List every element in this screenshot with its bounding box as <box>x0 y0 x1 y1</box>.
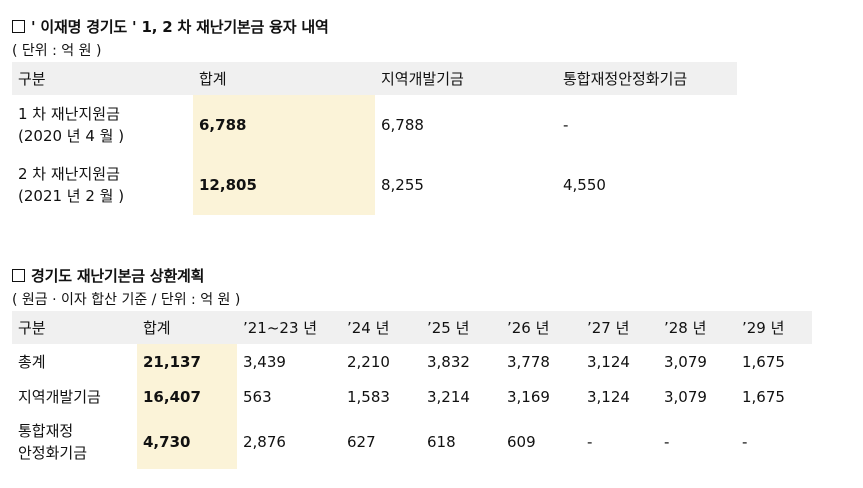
row-label: 지역개발기금 <box>18 387 101 406</box>
header-year-29: ’29 년 <box>742 319 785 337</box>
header-stabilization-fund: 통합재정안정화기금 <box>563 70 688 88</box>
section1-unit: ( 단위 : 억 원 ) <box>12 43 102 59</box>
cell-value: 3,778 <box>507 352 550 371</box>
section2-unit: ( 원금 · 이자 합산 기준 / 단위 : 억 원 ) <box>12 292 241 308</box>
section2-title: 경기도 재난기본금 상환계획 <box>12 265 204 286</box>
section1-title-text: ' 이재명 경기도 ' 1, 2 차 재난기본금 융자 내역 <box>31 18 329 36</box>
table-header-row: 구분 합계 ’21~23 년 ’24 년 ’25 년 ’26 년 ’27 년 ’… <box>12 311 812 344</box>
cell-value: 2,210 <box>347 352 390 371</box>
row-label: 통합재정 안정화기금 <box>12 420 137 464</box>
cell-value: 627 <box>347 432 376 451</box>
row-label-line1: 통합재정 <box>18 421 74 440</box>
cell-value: 3,124 <box>587 387 630 406</box>
table-row: 2 차 재난지원금 (2021 년 2 월 ) 12,805 8,255 4,5… <box>12 155 737 215</box>
cell-value: 3,079 <box>664 387 707 406</box>
cell-value: 1,675 <box>742 387 785 406</box>
row-label-line2: 안정화기금 <box>18 443 88 462</box>
row-label: 2 차 재난지원금 (2021 년 2 월 ) <box>12 163 193 207</box>
section2-title-text: 경기도 재난기본금 상환계획 <box>31 267 205 285</box>
checkbox-square-icon <box>12 269 25 282</box>
cell-value: 3,079 <box>664 352 707 371</box>
header-year-25: ’25 년 <box>427 319 470 337</box>
cell-value: 1,583 <box>347 387 390 406</box>
table-row: 지역개발기금 16,407 563 1,583 3,214 3,169 3,12… <box>12 379 812 414</box>
checkbox-square-icon <box>12 20 25 33</box>
table-row: 통합재정 안정화기금 4,730 2,876 627 618 609 - - - <box>12 414 812 469</box>
header-year-26: ’26 년 <box>507 319 550 337</box>
cell-stabilization: - <box>563 116 569 134</box>
repayment-table: 구분 합계 ’21~23 년 ’24 년 ’25 년 ’26 년 ’27 년 ’… <box>12 311 812 469</box>
cell-value: - <box>664 432 670 451</box>
cell-value: 609 <box>507 432 536 451</box>
header-regional-fund: 지역개발기금 <box>381 70 464 88</box>
cell-value: 3,169 <box>507 387 550 406</box>
header-total: 합계 <box>143 319 171 337</box>
cell-value: 3,214 <box>427 387 470 406</box>
cell-value: - <box>742 432 748 451</box>
row-label-line1: 1 차 재난지원금 <box>18 105 120 123</box>
row-label-line2: (2021 년 2 월 ) <box>18 187 125 205</box>
cell-value: 2,876 <box>243 432 286 451</box>
header-category: 구분 <box>18 318 46 337</box>
row-label: 총계 <box>18 352 46 371</box>
header-year-28: ’28 년 <box>664 319 707 337</box>
header-year-24: ’24 년 <box>347 319 390 337</box>
cell-stabilization: 4,550 <box>563 176 606 194</box>
cell-total: 21,137 <box>137 344 237 379</box>
row-label: 1 차 재난지원금 (2020 년 4 월 ) <box>12 103 193 147</box>
cell-value: 3,832 <box>427 352 470 371</box>
header-year-27: ’27 년 <box>587 319 630 337</box>
cell-total: 16,407 <box>137 379 237 414</box>
cell-total: 6,788 <box>193 95 375 155</box>
table-row: 총계 21,137 3,439 2,210 3,832 3,778 3,124 … <box>12 344 812 379</box>
cell-value: 1,675 <box>742 352 785 371</box>
header-total: 합계 <box>199 70 227 88</box>
loan-table: 구분 합계 지역개발기금 통합재정안정화기금 1 차 재난지원금 (2020 년… <box>12 62 737 215</box>
cell-regional: 6,788 <box>381 116 424 134</box>
cell-value: - <box>587 432 593 451</box>
row-label-line2: (2020 년 4 월 ) <box>18 127 125 145</box>
row-label-line1: 2 차 재난지원금 <box>18 165 120 183</box>
cell-value: 618 <box>427 432 456 451</box>
table-row: 1 차 재난지원금 (2020 년 4 월 ) 6,788 6,788 - <box>12 95 737 155</box>
table-header-row: 구분 합계 지역개발기금 통합재정안정화기금 <box>12 62 737 95</box>
header-category: 구분 <box>18 69 46 88</box>
cell-value: 3,439 <box>243 352 286 371</box>
section1-title: ' 이재명 경기도 ' 1, 2 차 재난기본금 융자 내역 <box>12 16 329 37</box>
cell-value: 3,124 <box>587 352 630 371</box>
cell-regional: 8,255 <box>381 176 424 194</box>
cell-value: 563 <box>243 387 272 406</box>
cell-total: 12,805 <box>193 155 375 215</box>
header-year-21-23: ’21~23 년 <box>243 319 318 337</box>
cell-total: 4,730 <box>137 414 237 469</box>
